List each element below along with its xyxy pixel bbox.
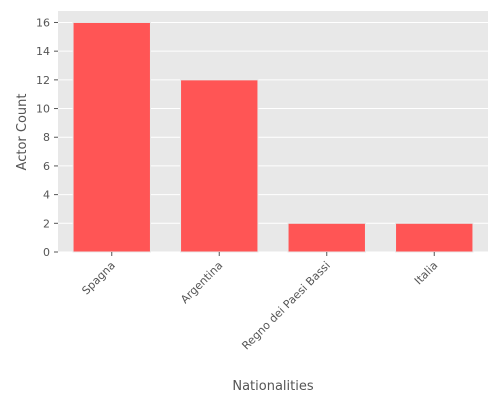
y-tick-label: 8 <box>43 131 50 144</box>
x-tick-labels: Spagna Argentina Regno dei Paesi Bassi Ital… <box>79 252 440 352</box>
x-tick-label: Italia <box>412 259 440 287</box>
y-tick-label: 4 <box>43 189 50 202</box>
x-tick-label: Argentina <box>178 259 225 306</box>
y-tick-label: 10 <box>36 103 50 116</box>
y-tick-label: 6 <box>43 160 50 173</box>
y-axis-label: Actor Count <box>15 94 30 171</box>
bar-argentina <box>180 79 259 253</box>
bar-spagna <box>72 21 151 253</box>
y-tick-label: 16 <box>36 16 50 29</box>
y-tick-label: 2 <box>43 217 50 230</box>
bar-regno-dei-paesi-bassi <box>287 222 366 253</box>
x-tick-label: Regno dei Paesi Bassi <box>239 259 332 352</box>
bar-italia <box>395 222 474 253</box>
x-axis-label: Nationalities <box>232 379 313 394</box>
y-tick-label: 0 <box>43 246 50 259</box>
y-tick-label: 14 <box>36 45 50 58</box>
y-tick-label: 12 <box>36 74 50 87</box>
bars <box>72 21 474 253</box>
y-tick-labels: 0 2 4 6 8 10 12 14 16 <box>36 16 58 259</box>
x-tick-label: Spagna <box>79 259 117 297</box>
